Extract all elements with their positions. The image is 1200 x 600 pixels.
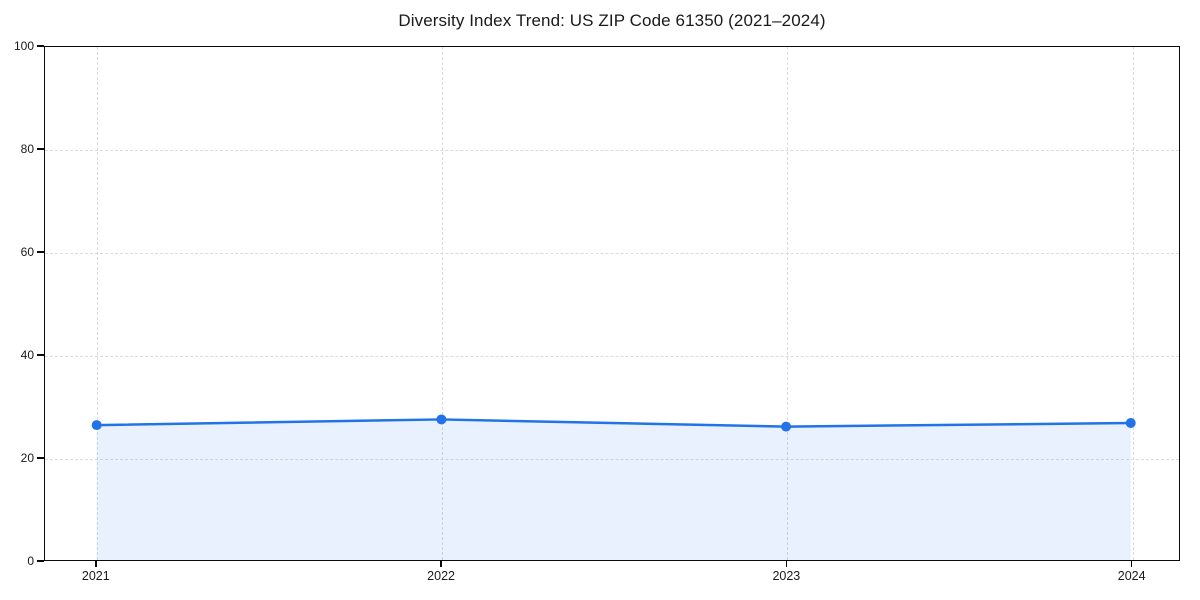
y-tick-label: 60	[20, 245, 34, 259]
x-tick-label: 2023	[772, 569, 801, 583]
y-tick-mark	[37, 560, 44, 562]
y-tick-label: 0	[27, 554, 34, 568]
plot-area	[44, 46, 1180, 561]
x-tick-mark	[95, 561, 97, 567]
x-tick-mark	[785, 561, 788, 567]
data-point-marker	[91, 420, 102, 431]
data-point-marker	[781, 421, 792, 432]
x-tick-label: 2022	[427, 569, 455, 583]
trend-line	[95, 418, 1132, 428]
grid-layer	[45, 47, 1179, 560]
x-tick-label: 2021	[81, 569, 110, 583]
y-tick-mark	[37, 251, 44, 253]
line-chart-canvas	[91, 414, 1136, 560]
chart-title: Diversity Index Trend: US ZIP Code 61350…	[398, 11, 826, 30]
y-tick-label: 20	[20, 451, 34, 465]
y-tick-mark	[37, 354, 44, 356]
vertical-gridline	[1132, 47, 1134, 560]
y-tick-label: 100	[13, 39, 34, 53]
y-tick-label: 80	[20, 142, 34, 156]
horizontal-gridline	[45, 459, 1179, 460]
y-tick-label: 40	[20, 348, 34, 362]
y-tick-mark	[37, 148, 44, 150]
vertical-gridline	[442, 47, 444, 560]
horizontal-gridline	[45, 356, 1179, 357]
area-fill	[96, 419, 1131, 560]
data-point-markers	[91, 414, 1136, 432]
x-tick-mark	[1130, 561, 1133, 567]
x-tick-label: 2024	[1117, 569, 1146, 583]
vertical-gridline	[96, 47, 98, 560]
data-point-marker	[436, 414, 447, 425]
y-tick-mark	[37, 45, 44, 47]
y-tick-mark	[37, 457, 44, 459]
horizontal-gridline	[45, 253, 1179, 254]
data-point-marker	[1125, 418, 1136, 429]
vertical-gridline	[787, 47, 789, 560]
x-tick-mark	[440, 561, 442, 567]
horizontal-gridline	[45, 150, 1179, 151]
